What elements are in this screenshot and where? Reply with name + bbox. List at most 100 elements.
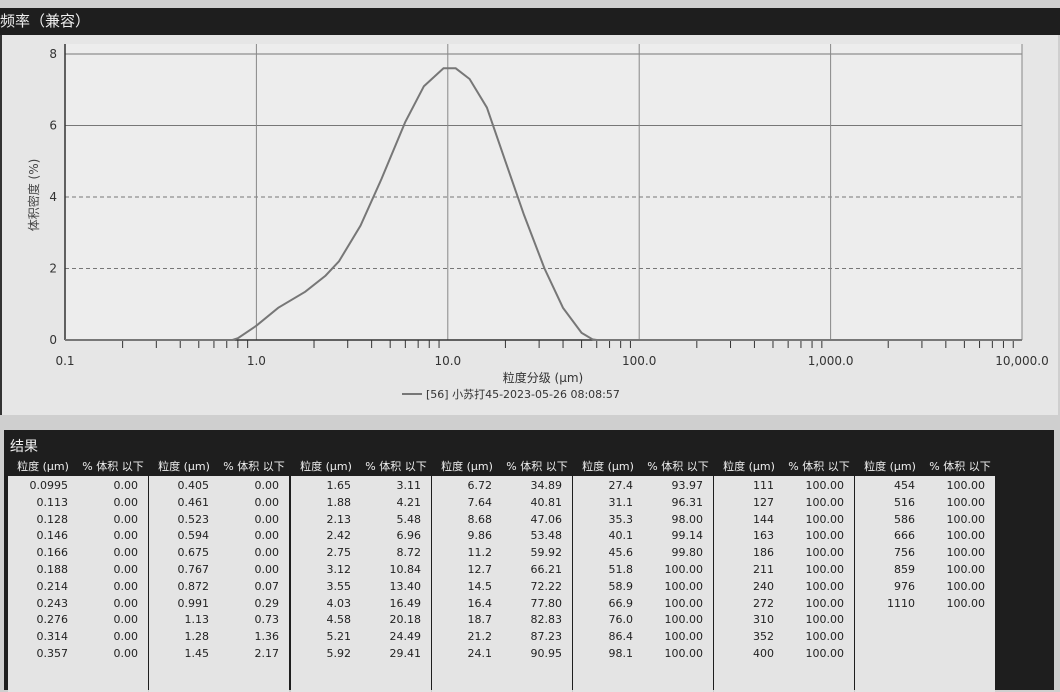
- table-row: 8.68 47.06: [432, 512, 572, 529]
- results-group: 粒度 (μm) % 体积 以下 6.72 34.89 7.64 40.81 8.68 47.0…: [432, 458, 572, 692]
- volume-cell: 100.00: [946, 562, 986, 576]
- volume-cell: 5.48: [396, 512, 422, 526]
- table-row: 0.767 0.00: [149, 562, 289, 579]
- table-row: 127 100.00: [714, 495, 854, 512]
- size-cell: 0.523: [177, 512, 210, 526]
- y-tick-label: 2: [49, 262, 57, 276]
- size-cell: 1.28: [184, 630, 210, 644]
- volume-cell: 100.00: [805, 529, 845, 543]
- volume-cell: 98.00: [671, 512, 704, 526]
- volume-cell: 100.00: [664, 630, 704, 644]
- table-row: 666 100.00: [855, 528, 995, 545]
- table-row: 0.113 0.00: [8, 495, 148, 512]
- col-size-header: 粒度 (μm): [723, 460, 775, 473]
- results-group: 粒度 (μm) % 体积 以下 0.405 0.00 0.461 0.00 0.523 0.0…: [149, 458, 289, 692]
- table-row: 859 100.00: [855, 562, 995, 579]
- size-cell: 127: [753, 495, 774, 509]
- size-cell: 0.357: [36, 646, 69, 660]
- table-row: 0.872 0.07: [149, 579, 289, 596]
- table-row: 0.461 0.00: [149, 495, 289, 512]
- table-row: 0.991 0.29: [149, 596, 289, 613]
- size-cell: 0.405: [177, 479, 210, 492]
- volume-cell: 99.80: [671, 546, 704, 560]
- volume-cell: 100.00: [805, 512, 845, 526]
- col-volume-header: % 体积 以下: [647, 460, 709, 473]
- size-cell: 0.991: [177, 596, 210, 610]
- volume-cell: 66.21: [530, 562, 563, 576]
- table-row: 18.7 82.83: [432, 612, 572, 629]
- volume-cell: 53.48: [530, 529, 563, 543]
- x-tick-label: 10,000.0: [995, 354, 1048, 368]
- table-row: 9.86 53.48: [432, 528, 572, 545]
- table-row: 6.72 34.89: [432, 478, 572, 495]
- volume-cell: 96.31: [671, 495, 704, 509]
- table-row: 272 100.00: [714, 596, 854, 613]
- table-row: 0.314 0.00: [8, 629, 148, 646]
- table-row: 51.8 100.00: [573, 562, 713, 579]
- size-cell: 76.0: [608, 613, 634, 627]
- size-cell: 86.4: [608, 630, 634, 644]
- volume-cell: 0.00: [113, 529, 139, 543]
- table-row: 45.6 99.80: [573, 545, 713, 562]
- size-cell: 0.276: [36, 613, 69, 627]
- volume-cell: 100.00: [805, 579, 845, 593]
- volume-cell: 100.00: [664, 613, 704, 627]
- size-cell: 5.92: [326, 646, 352, 660]
- y-tick-label: 4: [49, 190, 57, 204]
- col-size-header: 粒度 (μm): [582, 460, 634, 473]
- table-row: 1.88 4.21: [291, 495, 431, 512]
- size-cell: 1.88: [326, 495, 352, 509]
- col-size-header: 粒度 (μm): [17, 460, 69, 473]
- size-cell: 666: [894, 529, 915, 543]
- volume-cell: 34.89: [530, 479, 563, 492]
- volume-cell: 100.00: [946, 596, 986, 610]
- results-header: 粒度 (μm) % 体积 以下: [573, 458, 713, 476]
- size-cell: 8.68: [467, 512, 493, 526]
- volume-cell: 0.00: [254, 546, 280, 560]
- size-cell: 0.767: [177, 562, 210, 576]
- x-axis-label: 粒度分级 (μm): [503, 370, 584, 385]
- volume-cell: 0.07: [254, 579, 280, 593]
- size-cell: 2.13: [326, 512, 352, 526]
- volume-cell: 0.00: [254, 479, 280, 492]
- volume-cell: 0.00: [113, 646, 139, 660]
- x-tick-label: 1.0: [247, 354, 266, 368]
- table-row: 0.276 0.00: [8, 612, 148, 629]
- size-cell: 144: [753, 512, 774, 526]
- volume-cell: 0.00: [254, 512, 280, 526]
- table-row: 21.2 87.23: [432, 629, 572, 646]
- size-cell: 111: [753, 479, 774, 492]
- table-row: 35.3 98.00: [573, 512, 713, 529]
- size-cell: 66.9: [608, 596, 634, 610]
- volume-cell: 100.00: [946, 529, 986, 543]
- volume-cell: 0.00: [254, 529, 280, 543]
- size-cell: 1110: [887, 596, 915, 610]
- x-tick-label: 100.0: [622, 354, 656, 368]
- size-cell: 0.243: [36, 596, 69, 610]
- size-cell: 586: [894, 512, 915, 526]
- size-cell: 400: [753, 646, 774, 660]
- volume-cell: 93.97: [671, 479, 704, 492]
- volume-cell: 0.00: [254, 562, 280, 576]
- chart-panel: 0 2 4 6 8 0.1 1.0 10.0 100.0 1,000.0 10,000.0 粒度分级 …: [0, 35, 1058, 415]
- results-group: 粒度 (μm)% 体积 以下 0.0995 0.00 0.113 0.00 0.128 0.…: [8, 458, 148, 692]
- table-row: 111 100.00: [714, 478, 854, 495]
- table-row: 1.65 3.11: [291, 478, 431, 495]
- table-row: 0.128 0.00: [8, 512, 148, 529]
- table-row: 0.243 0.00: [8, 596, 148, 613]
- volume-cell: 100.00: [664, 596, 704, 610]
- x-tick-label: 1,000.0: [808, 354, 854, 368]
- y-tick-label: 6: [49, 119, 57, 133]
- size-cell: 58.9: [608, 579, 634, 593]
- size-cell: 1.45: [184, 646, 210, 660]
- table-row: 5.21 24.49: [291, 629, 431, 646]
- table-row: 76.0 100.00: [573, 612, 713, 629]
- table-row: 0.405 0.00: [149, 478, 289, 495]
- size-cell: 310: [753, 613, 774, 627]
- table-row: 310 100.00: [714, 612, 854, 629]
- results-group: 粒度 (μm) % 体积 以下 111 100.00 127 100.00 144 100.0…: [714, 458, 854, 692]
- x-tick-label: 0.1: [55, 354, 74, 368]
- size-cell: 163: [753, 529, 774, 543]
- volume-cell: 4.21: [396, 495, 422, 509]
- size-cell: 4.58: [326, 613, 352, 627]
